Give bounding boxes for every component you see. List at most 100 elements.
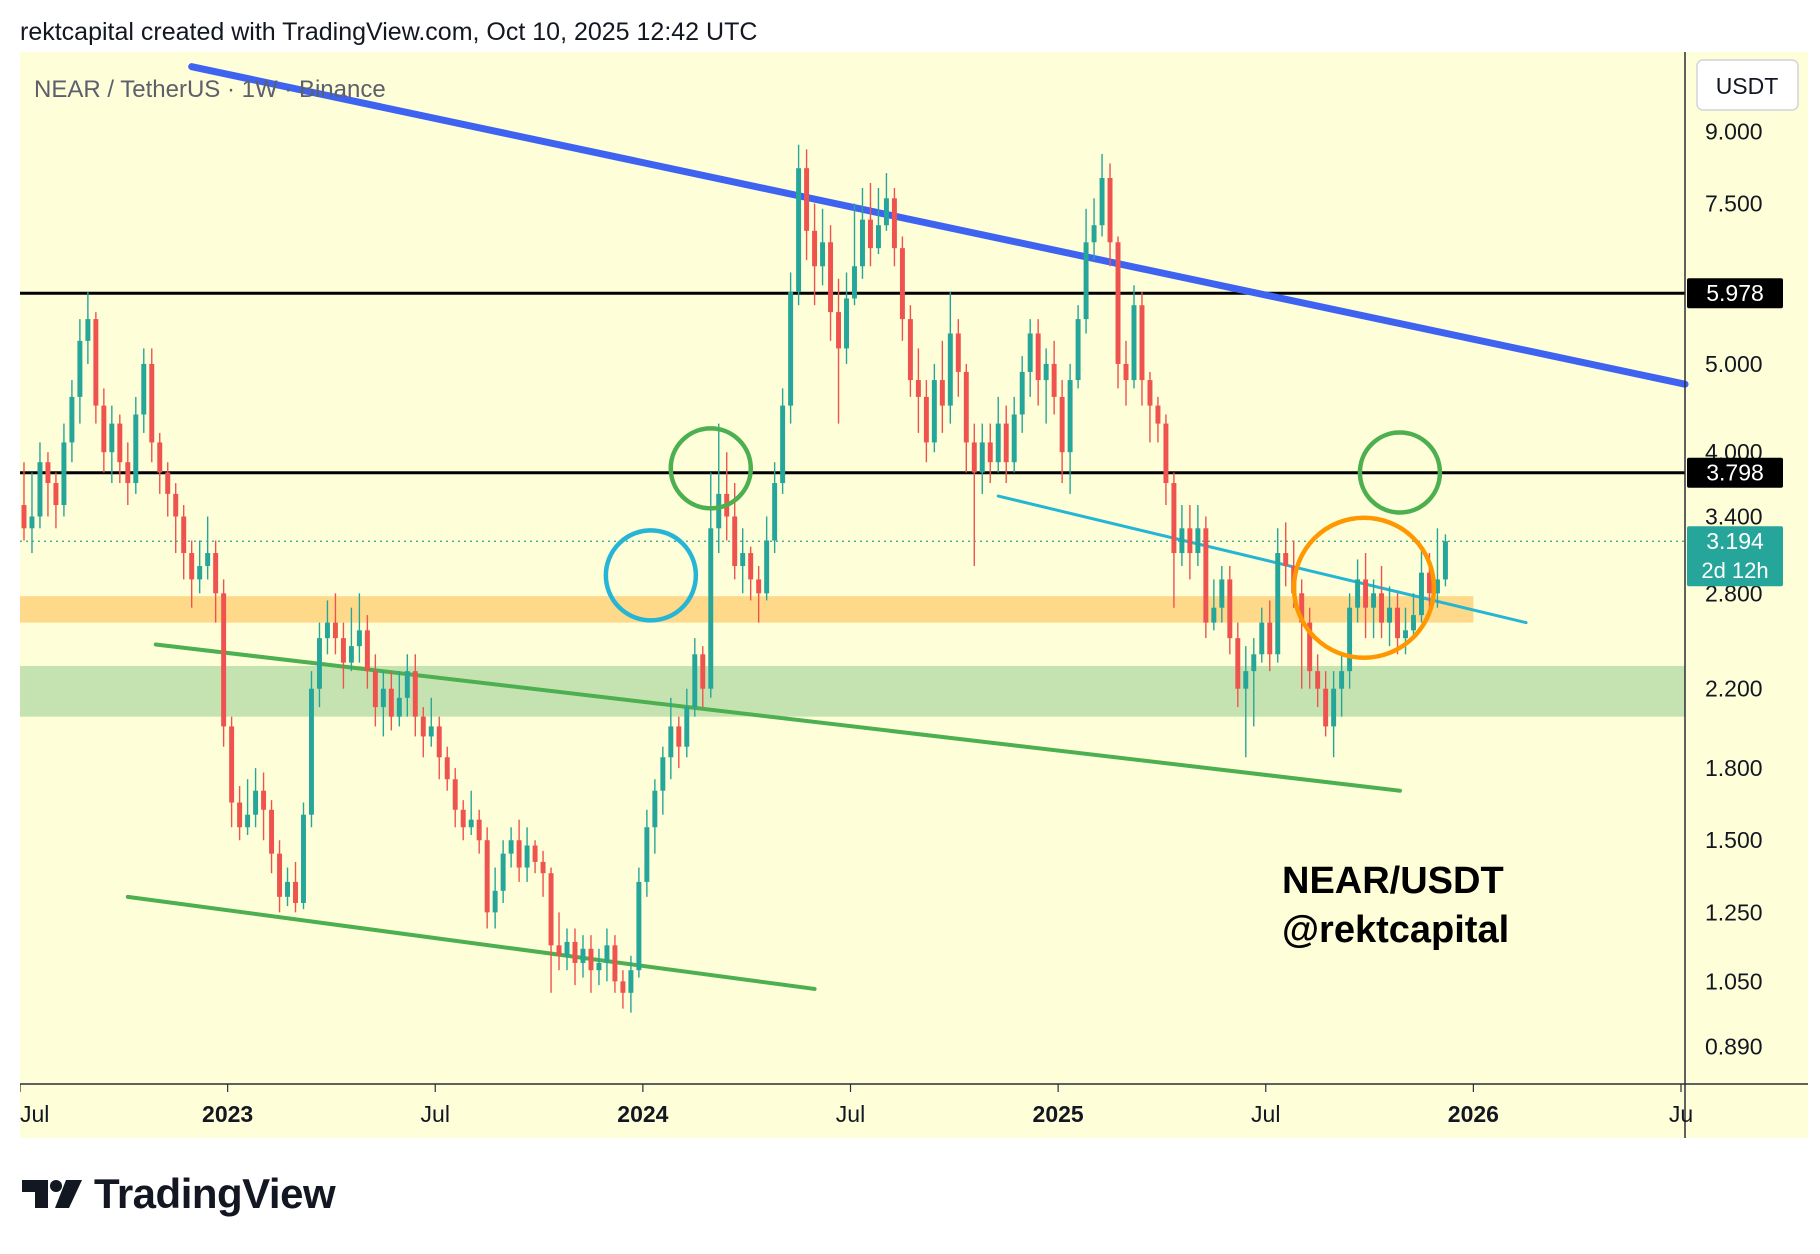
candle-body bbox=[261, 790, 267, 810]
chart-area[interactable]: NEAR / TetherUS · 1W · Binance NEAR/USDT… bbox=[20, 52, 1808, 1138]
candle-body bbox=[404, 671, 410, 698]
candle-body bbox=[628, 970, 634, 993]
candle-body bbox=[340, 638, 346, 663]
candle-body bbox=[1235, 638, 1241, 689]
tradingview-logo[interactable]: TradingView bbox=[22, 1170, 336, 1218]
candle-body bbox=[245, 814, 251, 828]
candle-body bbox=[133, 414, 139, 484]
candle-body bbox=[524, 845, 530, 868]
candle-body bbox=[165, 472, 171, 494]
highlight-circle-3 bbox=[1357, 430, 1443, 515]
candle-body bbox=[332, 622, 338, 639]
candle-body bbox=[21, 505, 27, 529]
candle-body bbox=[668, 726, 674, 758]
candle-body bbox=[428, 726, 434, 737]
candle-body bbox=[556, 945, 562, 956]
candle-body bbox=[324, 622, 330, 639]
price-tick-label: 1.800 bbox=[1705, 755, 1763, 781]
candle-body bbox=[836, 312, 842, 349]
candle-body bbox=[388, 688, 394, 717]
current-price-label-box bbox=[1687, 526, 1783, 587]
candle-body bbox=[764, 540, 770, 594]
candle-body bbox=[780, 405, 786, 484]
candle-body bbox=[364, 630, 370, 672]
candle-body bbox=[181, 516, 187, 554]
candle-body bbox=[285, 881, 290, 897]
candle-body bbox=[53, 483, 59, 506]
candle-body bbox=[1299, 593, 1305, 623]
candle-body bbox=[1179, 528, 1185, 554]
price-tick-label: 0.890 bbox=[1705, 1034, 1763, 1060]
candle-body bbox=[548, 873, 554, 946]
candle-body bbox=[45, 462, 51, 484]
candle-body bbox=[644, 827, 650, 882]
candle-body bbox=[436, 726, 442, 758]
candle-body bbox=[1283, 553, 1289, 567]
candle-body bbox=[652, 790, 658, 828]
candle-body bbox=[860, 219, 865, 267]
candle-body bbox=[117, 423, 123, 463]
symbol-title: NEAR / TetherUS · 1W · Binance bbox=[34, 76, 386, 103]
candle-body bbox=[420, 716, 426, 737]
circles-layer bbox=[603, 426, 1443, 660]
candle-body bbox=[979, 442, 985, 473]
time-tick-label: Jul bbox=[836, 1101, 865, 1127]
candle-countdown-text: 2d 12h bbox=[1701, 558, 1768, 583]
candle-body bbox=[939, 380, 945, 406]
candle-body bbox=[788, 291, 794, 406]
candle-body bbox=[452, 779, 458, 810]
candle-body bbox=[708, 528, 714, 689]
candle-body bbox=[923, 396, 929, 443]
time-tick-label: Ju bbox=[1669, 1101, 1693, 1127]
candle-body bbox=[1347, 607, 1353, 672]
candle-body bbox=[1411, 615, 1416, 631]
candle-body bbox=[77, 340, 83, 397]
candle-body bbox=[1211, 607, 1217, 623]
candle-body bbox=[237, 802, 243, 828]
candle-body bbox=[1379, 593, 1385, 623]
candle-body bbox=[1123, 363, 1129, 381]
candle-body bbox=[101, 405, 107, 453]
candle-body bbox=[1083, 242, 1089, 320]
currency-button[interactable]: USDT bbox=[1696, 59, 1799, 111]
candle-body bbox=[804, 168, 810, 231]
candle-body bbox=[69, 396, 75, 443]
candle-body bbox=[1187, 528, 1193, 554]
candle-body bbox=[1011, 414, 1017, 463]
price-chart[interactable]: NEAR / TetherUS · 1W · Binance NEAR/USDT… bbox=[20, 52, 1808, 1138]
candle-body bbox=[692, 654, 698, 708]
current-price-label-text: 3.194 bbox=[1706, 528, 1764, 554]
candle-body bbox=[1355, 579, 1361, 608]
candle-body bbox=[149, 363, 155, 443]
price-tick-label: 2.200 bbox=[1705, 676, 1763, 702]
currency-button-label[interactable]: USDT bbox=[1716, 73, 1779, 99]
candle-body bbox=[213, 553, 219, 594]
candle-body bbox=[955, 333, 961, 372]
candle-body bbox=[125, 462, 131, 484]
candle-body bbox=[93, 319, 99, 406]
tradingview-brand-text: TradingView bbox=[94, 1170, 336, 1217]
candle-body bbox=[867, 219, 873, 249]
price-tick-label: 7.500 bbox=[1705, 191, 1763, 217]
candle-body bbox=[987, 442, 993, 463]
candle-body bbox=[500, 853, 506, 891]
candle-body bbox=[580, 948, 586, 963]
candle-body bbox=[732, 516, 738, 567]
price-tick-label: 5.000 bbox=[1705, 351, 1763, 377]
candle-body bbox=[1115, 242, 1121, 364]
candle-body bbox=[1035, 333, 1041, 381]
candle-body bbox=[1243, 671, 1249, 689]
candle-body bbox=[812, 230, 818, 267]
highlight-circle-2 bbox=[668, 426, 754, 511]
candle-body bbox=[380, 688, 386, 708]
time-tick-label: Jul bbox=[20, 1101, 49, 1127]
candle-body bbox=[572, 941, 578, 963]
candle-body bbox=[348, 646, 354, 663]
candle-body bbox=[301, 814, 306, 903]
candle-body bbox=[756, 579, 762, 594]
highlight-circle-1 bbox=[603, 528, 699, 623]
watermark-line-2: @rektcapital bbox=[1282, 909, 1509, 951]
candle-body bbox=[748, 553, 754, 580]
candle-body bbox=[205, 553, 211, 567]
candle-body bbox=[1267, 622, 1273, 655]
